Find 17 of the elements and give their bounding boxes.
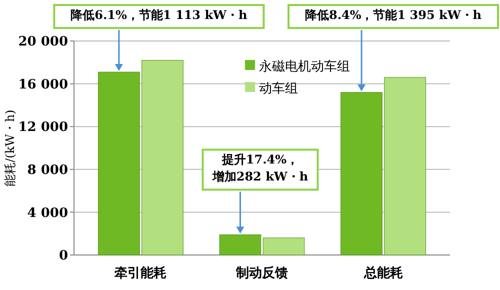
y-tick-label: 16 000 xyxy=(18,77,68,92)
y-tick-label: 20 000 xyxy=(18,34,68,50)
annotation: 提升17.4%，增加282 kW・h xyxy=(211,152,308,184)
bar xyxy=(219,234,262,256)
x-tick-label: 总能耗 xyxy=(362,265,403,281)
y-tick-label: 4 000 xyxy=(27,206,68,221)
x-tick-label: 牵引能耗 xyxy=(114,265,167,281)
legend-label: 永磁电机动车组 xyxy=(259,58,350,75)
y-axis-title: 能耗/(kW・h) xyxy=(3,110,17,186)
y-tick-label: 0 xyxy=(58,248,68,264)
bar xyxy=(262,238,305,256)
text: 降低8.4%，节能1 395 kW・h xyxy=(304,8,482,22)
legend-label: 动车组 xyxy=(259,82,298,97)
x-tick-label: 制动反馈 xyxy=(235,265,288,281)
y-tick-label: 8 000 xyxy=(27,162,68,178)
y-tick-label: 12 000 xyxy=(18,120,68,136)
text: 降低6.1%，节能1 113 kW・h xyxy=(70,8,248,22)
